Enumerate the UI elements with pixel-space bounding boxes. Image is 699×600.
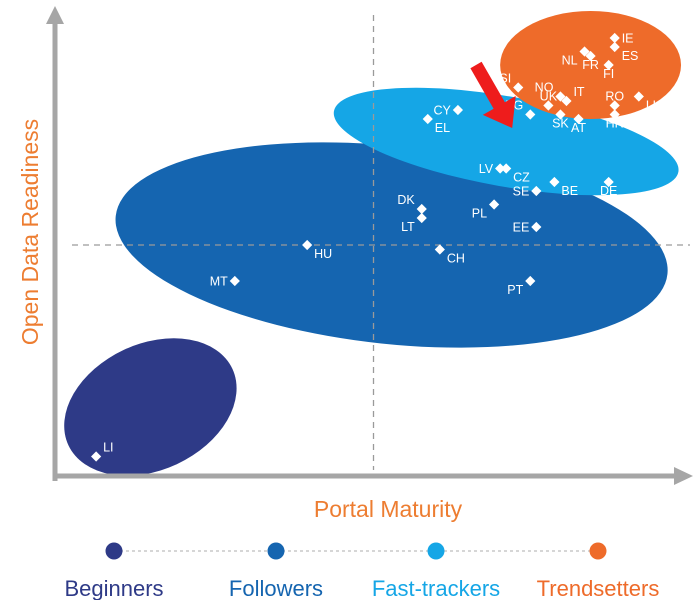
point-label: SI xyxy=(499,72,511,86)
point-label: NO xyxy=(535,81,554,95)
point-ie: IE xyxy=(609,32,634,46)
legend-dot xyxy=(427,542,445,560)
point-label: IT xyxy=(573,85,584,99)
point-es: ES xyxy=(609,41,639,63)
point-label: IS xyxy=(349,369,361,383)
point-at: AT xyxy=(571,113,586,135)
legend-item-followers: Followers xyxy=(229,542,323,600)
point-marker xyxy=(525,109,536,120)
point-marker xyxy=(91,451,102,462)
cluster-trendsetters xyxy=(500,11,682,119)
x-axis-title: Portal Maturity xyxy=(314,496,463,522)
point-de: DE xyxy=(600,176,617,198)
point-marker xyxy=(434,244,445,255)
legend-label: Trendsetters xyxy=(537,576,660,600)
point-is: IS xyxy=(349,361,373,383)
point-marker xyxy=(561,95,572,107)
point-label: FR xyxy=(582,58,599,72)
point-sk: SK xyxy=(552,109,569,131)
quadrant-guides xyxy=(72,15,690,470)
legend-dot xyxy=(267,542,285,560)
point-label: CZ xyxy=(513,171,530,185)
point-label: CH xyxy=(447,252,465,266)
point-dk: DK xyxy=(397,193,427,215)
point-marker xyxy=(416,212,427,224)
point-label: EE xyxy=(513,221,530,235)
point-label: SE xyxy=(513,185,530,199)
point-marker xyxy=(573,113,584,125)
legend: Beginners Followers Fast-trackers Trendsett… xyxy=(64,542,660,600)
point-pt: PT xyxy=(507,275,536,297)
point-marker xyxy=(416,203,427,215)
country-points: LIMTHUISCHPTEEDKLTPLLVCZSEBEDECYELSIBGUK… xyxy=(91,32,662,462)
point-marker xyxy=(585,50,596,62)
point-label: AT xyxy=(571,121,586,135)
point-label: LU xyxy=(646,99,662,113)
point-fi: FI xyxy=(603,59,614,81)
point-ro: RO xyxy=(605,90,624,111)
legend-dot xyxy=(589,542,607,560)
point-fr: FR xyxy=(582,50,599,72)
point-label: LV xyxy=(479,162,494,176)
point-lu: LU xyxy=(633,91,662,113)
cluster-ellipses xyxy=(64,11,682,476)
red-arrow-icon xyxy=(470,61,516,128)
point-li: LI xyxy=(91,441,114,462)
legend-item-trendsetters: Trendsetters xyxy=(537,542,660,600)
point-hr: HR xyxy=(606,109,624,131)
point-label: LT xyxy=(401,220,415,234)
cluster-beginners xyxy=(64,338,237,476)
cluster-fast-trackers xyxy=(333,87,679,196)
point-label: UK xyxy=(540,90,558,104)
point-label: EL xyxy=(435,121,450,135)
point-label: FI xyxy=(603,67,614,81)
point-label: CY xyxy=(434,104,452,118)
point-ch: CH xyxy=(434,244,465,266)
legend-item-fast-trackers: Fast-trackers xyxy=(372,542,500,600)
point-el: EL xyxy=(422,113,450,135)
point-marker xyxy=(362,361,373,372)
point-label: HR xyxy=(606,117,624,131)
point-marker xyxy=(422,113,433,125)
point-label: PT xyxy=(507,283,523,297)
point-marker xyxy=(609,100,620,111)
point-label: DE xyxy=(600,184,617,198)
point-marker xyxy=(609,32,620,44)
point-label: SK xyxy=(552,117,569,131)
highlight-arrow xyxy=(470,61,516,128)
point-label: PL xyxy=(472,207,487,221)
legend-label: Fast-trackers xyxy=(372,576,500,600)
point-cz: CZ xyxy=(501,163,530,185)
point-label: HU xyxy=(314,247,332,261)
x-axis-arrowhead xyxy=(674,467,693,485)
point-label: DK xyxy=(397,193,415,207)
point-label: LI xyxy=(103,441,113,455)
legend-label: Followers xyxy=(229,576,323,600)
point-marker xyxy=(609,109,620,120)
point-it: IT xyxy=(561,85,585,107)
y-axis-arrowhead xyxy=(46,6,64,24)
point-label: MT xyxy=(210,275,228,289)
point-marker xyxy=(633,91,644,102)
point-label: IE xyxy=(622,32,634,46)
axes xyxy=(46,6,693,485)
point-label: RO xyxy=(605,90,624,104)
point-marker xyxy=(609,41,620,53)
point-label: ES xyxy=(622,49,639,63)
legend-label: Beginners xyxy=(64,576,163,600)
point-label: NL xyxy=(562,54,578,68)
legend-dot xyxy=(105,542,123,560)
point-label: BE xyxy=(561,184,578,198)
point-lt: LT xyxy=(401,212,427,234)
legend-item-beginners: Beginners xyxy=(64,542,164,600)
y-axis-title: Open Data Readiness xyxy=(17,119,43,345)
